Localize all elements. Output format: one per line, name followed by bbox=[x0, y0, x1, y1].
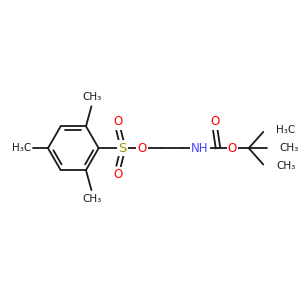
Text: CH₃: CH₃ bbox=[276, 161, 295, 171]
Text: O: O bbox=[211, 116, 220, 128]
Text: O: O bbox=[228, 142, 237, 155]
Text: O: O bbox=[113, 116, 122, 128]
Text: NH: NH bbox=[191, 142, 209, 155]
Text: S: S bbox=[118, 142, 126, 155]
Text: O: O bbox=[137, 142, 147, 155]
Text: CH₃: CH₃ bbox=[83, 92, 102, 102]
Text: H₃C: H₃C bbox=[276, 125, 295, 135]
Text: CH₃: CH₃ bbox=[280, 143, 299, 153]
Text: H₃C: H₃C bbox=[12, 143, 32, 153]
Text: O: O bbox=[113, 168, 122, 181]
Text: CH₃: CH₃ bbox=[83, 194, 102, 204]
